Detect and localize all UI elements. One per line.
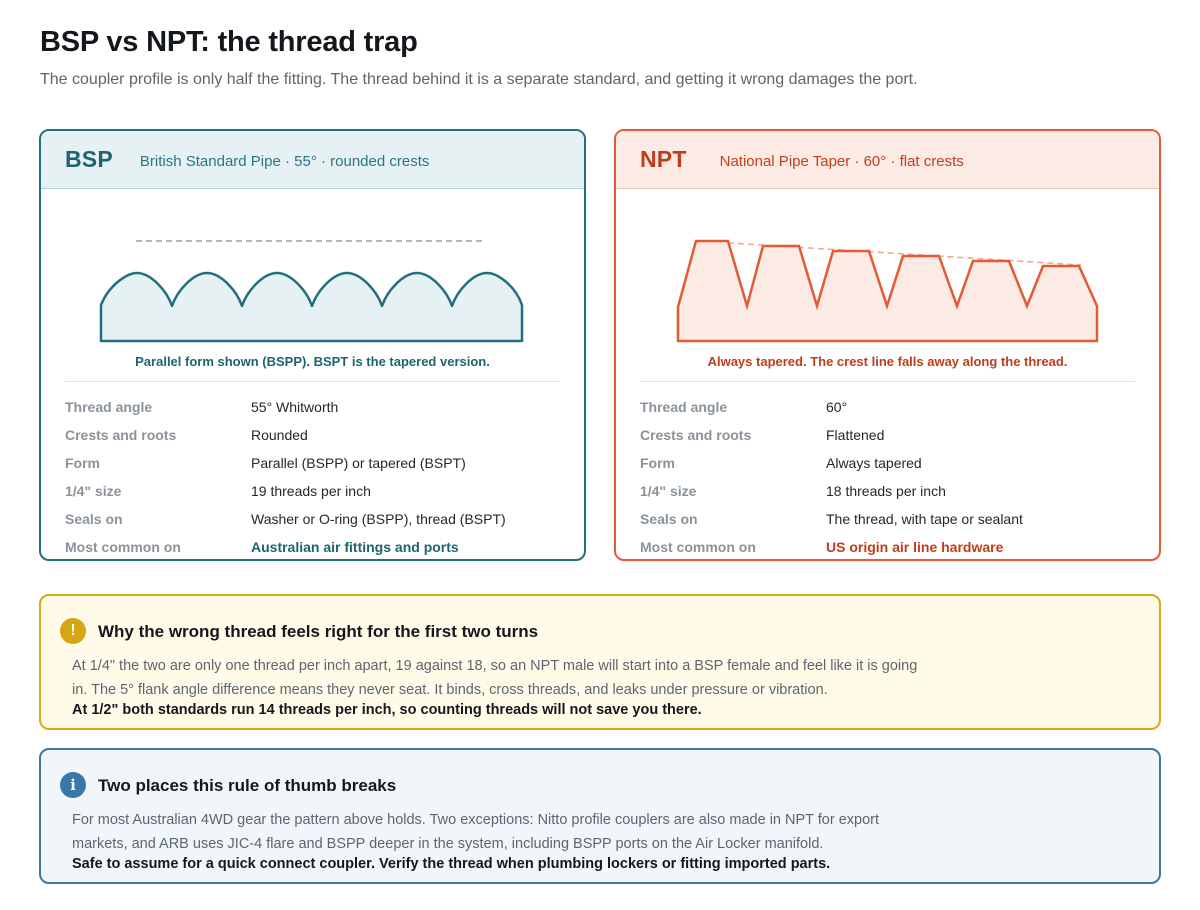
spec-row: Most common on US origin air line hardwa… [640, 533, 1135, 559]
npt-thread-profile-diagram [676, 239, 1099, 343]
npt-card-header: NPT National Pipe Taper · 60° · flat cre… [616, 131, 1159, 189]
info-icon: i [60, 772, 86, 798]
npt-crest-line [697, 240, 1082, 266]
npt-spec-table: Thread angle 60° Crests and roots Flatte… [640, 393, 1135, 559]
spec-row: Seals on The thread, with tape or sealan… [640, 505, 1135, 533]
bsp-thread-profile-diagram [99, 240, 524, 343]
spec-value: Parallel (BSPP) or tapered (BSPT) [251, 455, 466, 471]
bsp-spec-table: Thread angle 55° Whitworth Crests and ro… [65, 393, 560, 559]
bsp-divider [65, 381, 560, 382]
page-title: BSP vs NPT: the thread trap [40, 26, 418, 58]
spec-label: Seals on [640, 511, 698, 527]
spec-label: Most common on [65, 539, 181, 555]
npt-thread-outline [676, 239, 1099, 343]
bsp-card-header: BSP British Standard Pipe · 55° · rounde… [41, 131, 584, 189]
spec-value: The thread, with tape or sealant [826, 511, 1023, 527]
npt-description: National Pipe Taper · 60° · flat crests [719, 153, 964, 170]
spec-value: Flattened [826, 427, 885, 443]
info-emphasis: Safe to assume for a quick connect coupl… [72, 856, 831, 872]
spec-label: Form [65, 455, 100, 471]
spec-row: Form Parallel (BSPP) or tapered (BSPT) [65, 449, 560, 477]
warning-callout: ! Why the wrong thread feels right for t… [39, 594, 1161, 730]
spec-row: Thread angle 55° Whitworth [65, 393, 560, 421]
spec-row: Most common on Australian air fittings a… [65, 533, 560, 559]
warning-icon: ! [60, 618, 86, 644]
spec-value: 55° Whitworth [251, 399, 339, 415]
spec-row: Form Always tapered [640, 449, 1135, 477]
npt-abbr: NPT [640, 146, 687, 172]
spec-label: Thread angle [65, 399, 153, 415]
spec-label: Most common on [640, 539, 756, 555]
spec-row: 1/4" size 19 threads per inch [65, 477, 560, 505]
spec-value: 19 threads per inch [251, 483, 371, 499]
spec-row: 1/4" size 18 threads per inch [640, 477, 1135, 505]
npt-card: NPT National Pipe Taper · 60° · flat cre… [614, 129, 1161, 561]
bsp-thread-outline [99, 271, 524, 343]
spec-row: Seals on Washer or O-ring (BSPP), thread… [65, 505, 560, 533]
warning-emphasis: At 1/2" both standards run 14 threads pe… [72, 702, 702, 718]
spec-label: 1/4" size [65, 483, 122, 499]
spec-label: Seals on [65, 511, 123, 527]
bsp-caption: Parallel form shown (BSPP). BSPT is the … [135, 354, 490, 369]
info-body: For most Australian 4WD gear the pattern… [72, 812, 880, 852]
spec-value: Rounded [251, 427, 308, 443]
spec-value: Always tapered [826, 455, 922, 471]
spec-row: Crests and roots Flattened [640, 421, 1135, 449]
spec-row: Crests and roots Rounded [65, 421, 560, 449]
spec-value: 18 threads per inch [826, 483, 946, 499]
spec-label: Crests and roots [640, 427, 752, 443]
spec-value-highlight: Australian air fittings and ports [251, 539, 459, 555]
npt-caption: Always tapered. The crest line falls awa… [707, 354, 1068, 369]
spec-label: Thread angle [640, 399, 728, 415]
bsp-description: British Standard Pipe · 55° · rounded cr… [139, 153, 430, 170]
spec-label: 1/4" size [640, 483, 697, 499]
page-subtitle: The coupler profile is only half the fit… [40, 71, 918, 88]
spec-value-highlight: US origin air line hardware [826, 539, 1004, 555]
npt-divider [640, 381, 1135, 382]
spec-row: Thread angle 60° [640, 393, 1135, 421]
bsp-card: BSP British Standard Pipe · 55° · rounde… [39, 129, 586, 561]
spec-label: Crests and roots [65, 427, 177, 443]
spec-value: 60° [826, 399, 848, 415]
spec-value: Washer or O-ring (BSPP), thread (BSPT) [251, 511, 506, 527]
warning-body: At 1/4" the two are only one thread per … [72, 658, 918, 698]
spec-label: Form [640, 455, 675, 471]
info-callout: i Two places this rule of thumb breaks F… [39, 748, 1161, 884]
info-title: Two places this rule of thumb breaks [98, 776, 397, 795]
warning-title: Why the wrong thread feels right for the… [98, 622, 539, 641]
bsp-abbr: BSP [65, 146, 113, 172]
